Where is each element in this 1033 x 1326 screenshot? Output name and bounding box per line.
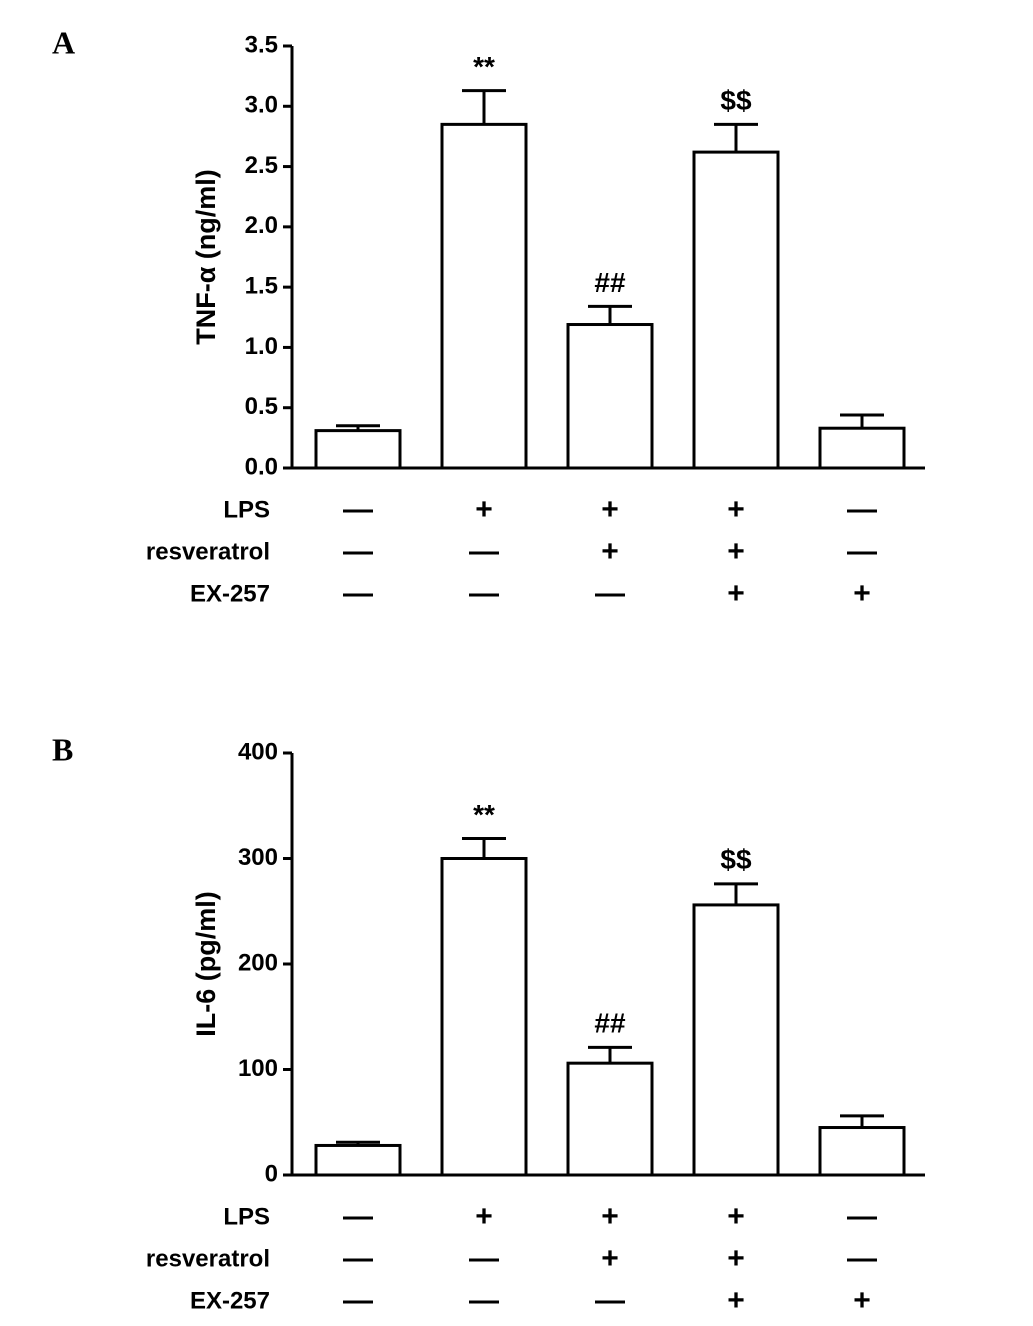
- treatment-sign: —: [847, 1200, 877, 1233]
- y-tick-label: 400: [238, 738, 278, 765]
- y-axis-label: IL-6 (pg/ml): [191, 891, 221, 1036]
- treatment-name: EX-257: [190, 1287, 270, 1314]
- annotation: ##: [594, 267, 626, 298]
- treatment-sign: —: [469, 1242, 499, 1275]
- treatment-name: LPS: [223, 1203, 270, 1230]
- bar: [314, 429, 402, 470]
- treatment-sign: +: [727, 1242, 745, 1275]
- treatment-sign: —: [343, 535, 373, 568]
- y-tick-label: 0.0: [245, 453, 278, 480]
- y-tick-label: 0: [265, 1160, 278, 1187]
- treatment-sign: —: [469, 1284, 499, 1317]
- y-tick-label: 0.5: [245, 393, 278, 420]
- treatment-name: resveratrol: [146, 538, 270, 565]
- treatment-sign: —: [343, 577, 373, 610]
- treatment-sign: +: [601, 493, 619, 526]
- bar: [440, 857, 528, 1177]
- treatment-sign: —: [469, 535, 499, 568]
- treatment-sign: —: [595, 1284, 625, 1317]
- bar: [440, 122, 528, 470]
- treatment-sign: +: [601, 1200, 619, 1233]
- y-tick-label: 3.5: [245, 31, 278, 58]
- treatment-sign: +: [727, 1200, 745, 1233]
- treatment-sign: +: [475, 493, 493, 526]
- y-axis-label: TNF-α (ng/ml): [191, 169, 221, 345]
- annotation: **: [473, 51, 495, 82]
- treatment-sign: —: [469, 577, 499, 610]
- annotation: $$: [720, 844, 752, 875]
- bar: [818, 426, 906, 470]
- annotation: $$: [720, 85, 752, 116]
- treatment-sign: —: [847, 535, 877, 568]
- treatment-name: resveratrol: [146, 1245, 270, 1272]
- treatment-sign: +: [853, 1284, 871, 1317]
- bar: [692, 903, 780, 1177]
- annotation: ##: [594, 1008, 626, 1039]
- bar: [566, 1061, 654, 1177]
- treatment-sign: +: [475, 1200, 493, 1233]
- bar: [692, 150, 780, 470]
- treatment-sign: —: [847, 493, 877, 526]
- treatment-sign: +: [727, 577, 745, 610]
- bar: [314, 1143, 402, 1177]
- treatment-sign: +: [727, 493, 745, 526]
- y-tick-label: 1.0: [245, 333, 278, 360]
- treatment-sign: —: [343, 1284, 373, 1317]
- treatment-sign: +: [727, 535, 745, 568]
- panel-label: B: [52, 731, 73, 767]
- y-tick-label: 3.0: [245, 92, 278, 119]
- treatment-sign: +: [727, 1284, 745, 1317]
- y-tick-label: 100: [238, 1055, 278, 1082]
- treatment-sign: +: [853, 577, 871, 610]
- treatment-sign: —: [595, 577, 625, 610]
- y-tick-label: 300: [238, 844, 278, 871]
- y-tick-label: 2.0: [245, 212, 278, 239]
- treatment-sign: —: [343, 1242, 373, 1275]
- treatment-sign: —: [343, 1200, 373, 1233]
- treatment-sign: —: [847, 1242, 877, 1275]
- y-tick-label: 200: [238, 949, 278, 976]
- treatment-sign: +: [601, 1242, 619, 1275]
- panel-label: A: [52, 24, 75, 60]
- bar: [818, 1126, 906, 1177]
- treatment-sign: +: [601, 535, 619, 568]
- y-tick-label: 2.5: [245, 152, 278, 179]
- annotation: **: [473, 799, 495, 830]
- treatment-name: EX-257: [190, 580, 270, 607]
- bar: [566, 323, 654, 470]
- treatment-sign: —: [343, 493, 373, 526]
- treatment-name: LPS: [223, 496, 270, 523]
- y-tick-label: 1.5: [245, 272, 278, 299]
